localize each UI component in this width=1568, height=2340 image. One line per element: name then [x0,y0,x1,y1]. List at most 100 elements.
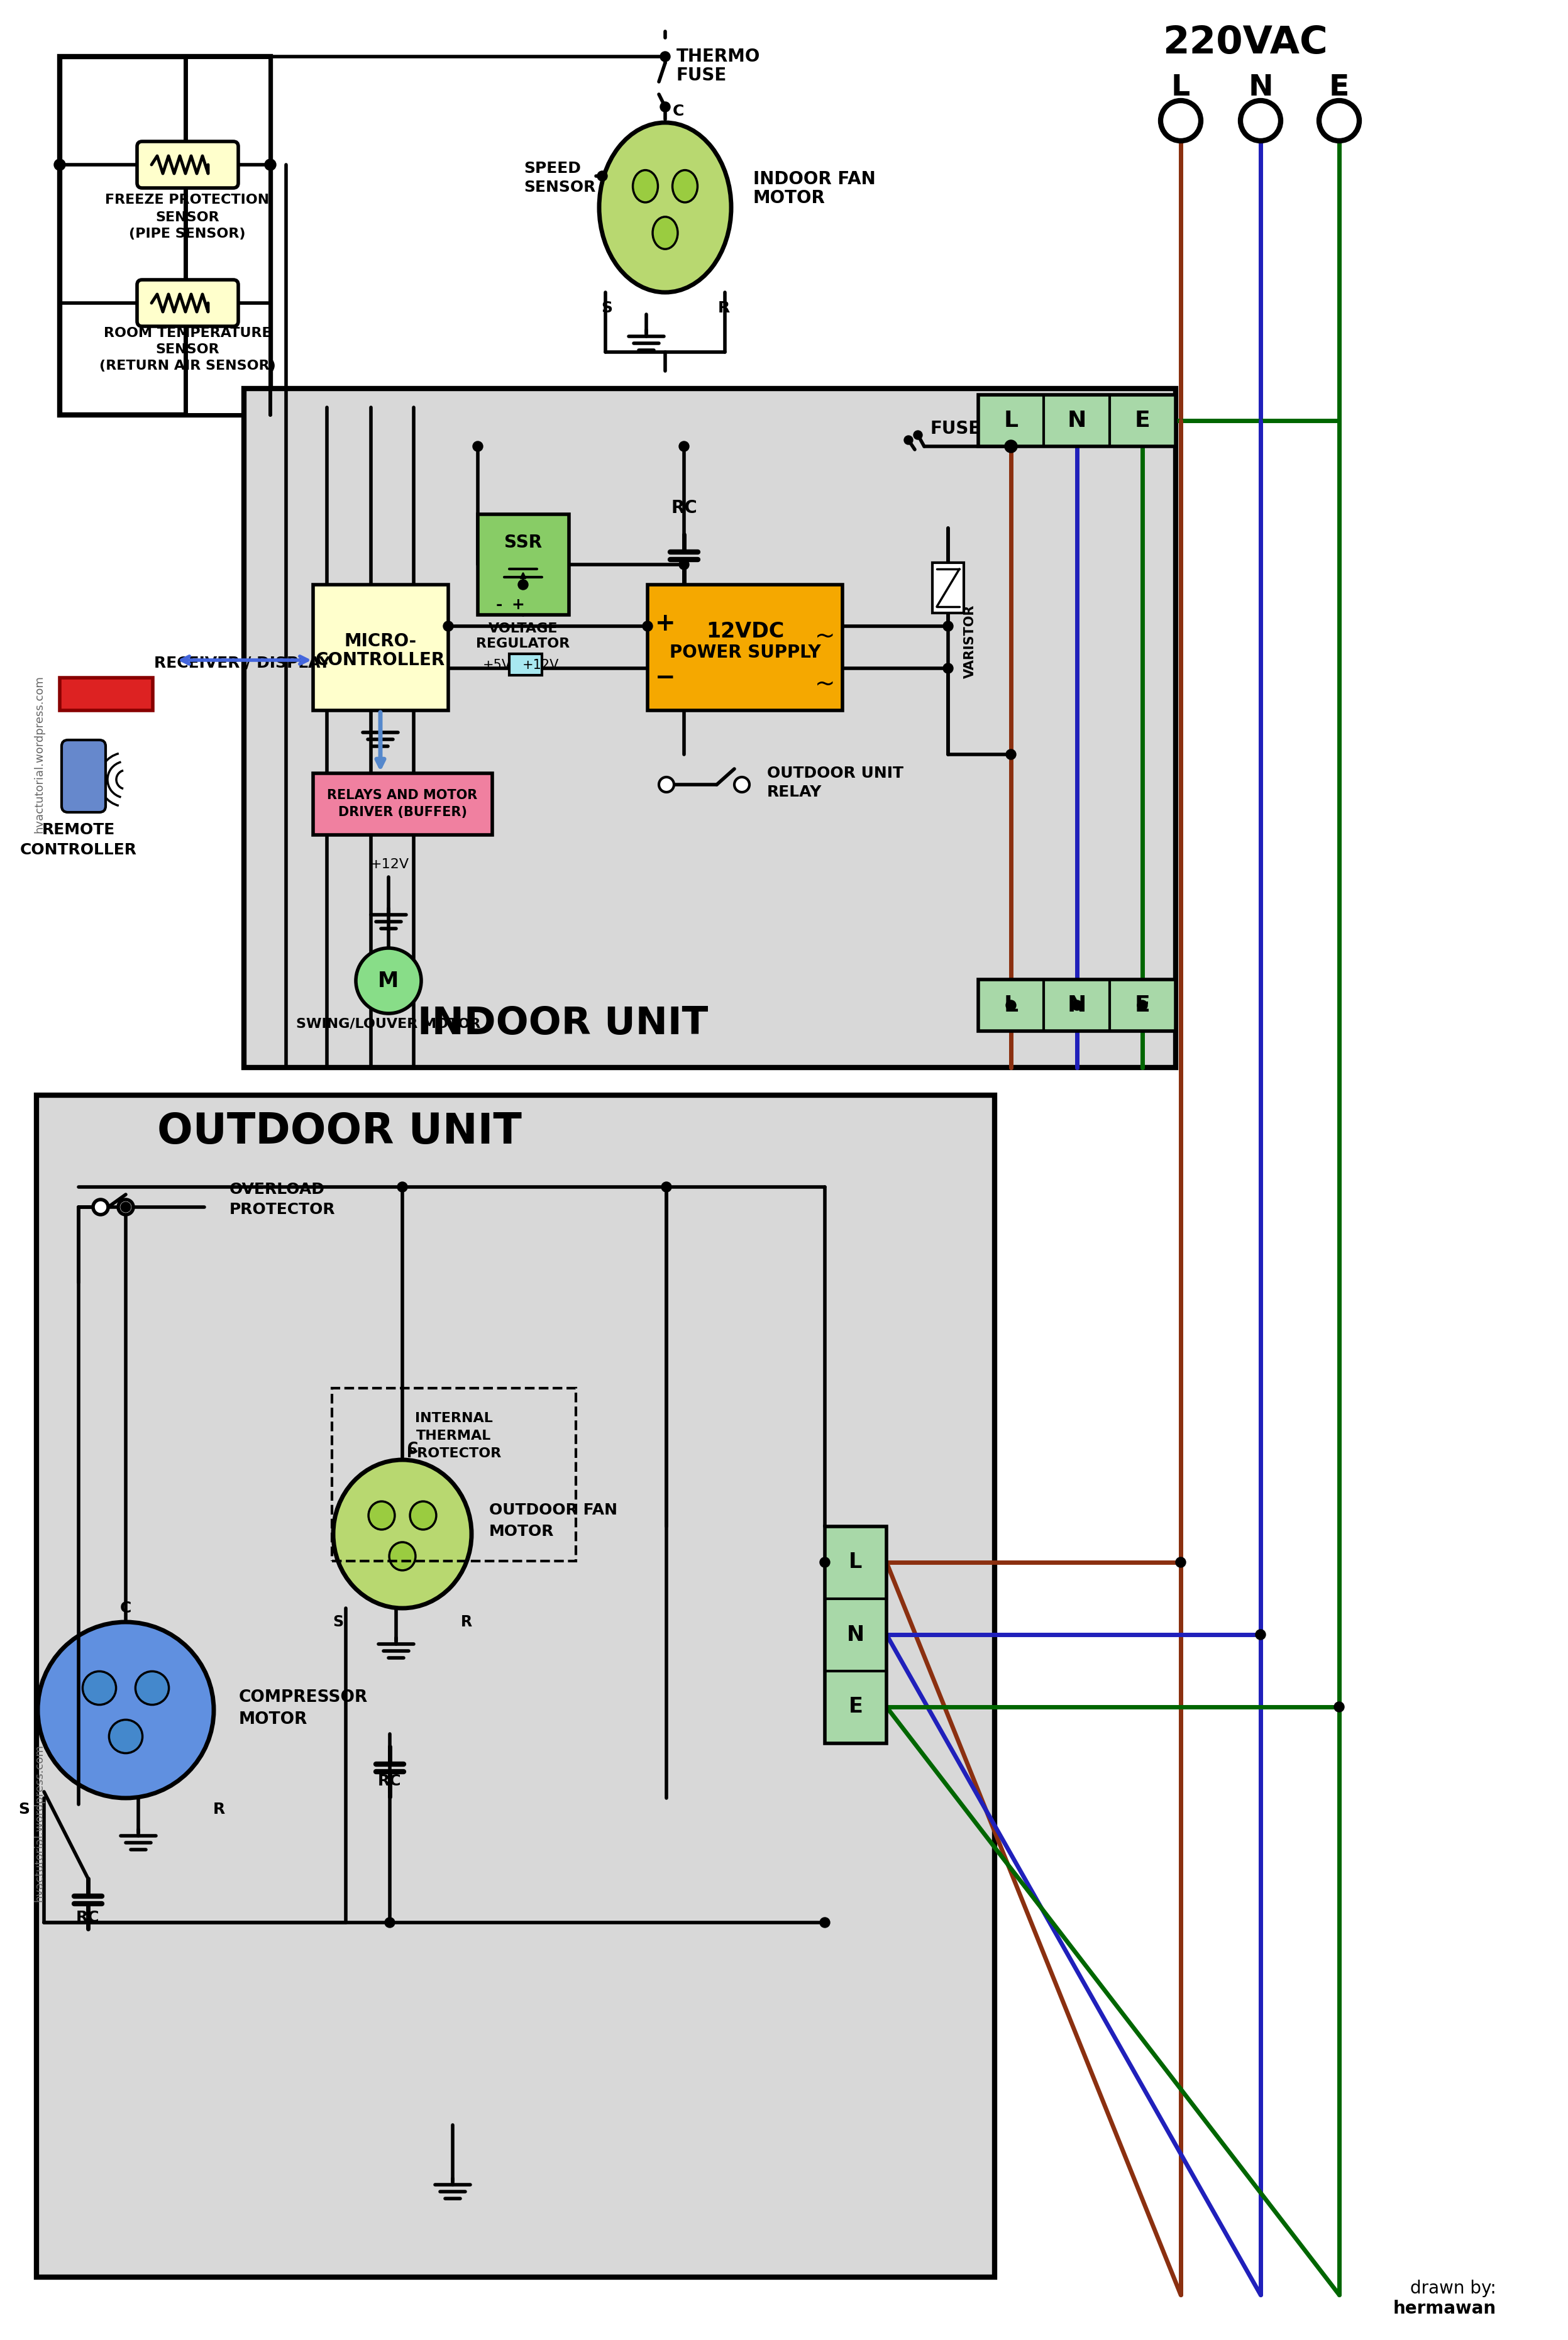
Text: RELAY: RELAY [767,784,822,800]
Text: L: L [1004,409,1018,431]
Text: +12V: +12V [370,859,409,870]
Text: (PIPE SENSOR): (PIPE SENSOR) [129,227,246,241]
Text: S: S [601,300,613,316]
Circle shape [820,1558,829,1568]
Text: CONTROLLER: CONTROLLER [315,651,445,669]
Circle shape [660,103,670,112]
Bar [314,585,448,711]
Ellipse shape [409,1502,436,1530]
Bar [648,585,842,711]
Text: OUTDOOR UNIT: OUTDOOR UNIT [767,765,903,782]
Text: hvactutorial.wordpress.com: hvactutorial.wordpress.com [33,676,44,833]
Bar [36,1095,994,2277]
Bar [510,653,543,676]
Circle shape [679,559,688,569]
Text: OUTDOOR UNIT: OUTDOOR UNIT [157,1111,522,1151]
Text: 220VAC: 220VAC [1162,23,1328,61]
Text: OVERLOAD: OVERLOAD [229,1182,325,1198]
Text: (RETURN AIR SENSOR): (RETURN AIR SENSOR) [99,360,276,372]
Text: L: L [848,1551,862,1572]
Circle shape [1160,101,1201,140]
Text: RC: RC [77,1909,100,1926]
Circle shape [643,620,652,632]
Text: C: C [121,1601,132,1615]
Circle shape [444,620,453,632]
Circle shape [905,435,913,445]
Text: MOTOR: MOTOR [753,190,825,206]
Bar [60,679,152,711]
Circle shape [1334,1701,1344,1713]
Bar [332,1388,575,1561]
Ellipse shape [368,1502,395,1530]
Ellipse shape [673,171,698,201]
Ellipse shape [599,122,731,292]
Text: R: R [461,1615,472,1629]
Circle shape [734,777,750,793]
Bar [825,1526,886,1743]
Text: +12V: +12V [522,660,560,672]
Text: PROTECTOR: PROTECTOR [406,1446,502,1460]
Text: INTERNAL: INTERNAL [416,1411,492,1425]
Text: MOTOR: MOTOR [238,1711,307,1727]
Text: R: R [718,300,729,316]
Bar [978,395,1176,447]
Circle shape [356,948,422,1013]
Text: REGULATOR: REGULATOR [477,636,571,651]
Text: THERMAL: THERMAL [417,1430,491,1441]
Circle shape [1256,1629,1265,1640]
Circle shape [662,1182,671,1191]
Text: RC: RC [378,1774,401,1788]
FancyBboxPatch shape [61,739,105,812]
Text: MICRO-: MICRO- [345,632,417,651]
Text: SPEED: SPEED [524,161,580,176]
Text: N: N [847,1624,864,1645]
Text: E: E [1135,409,1151,431]
Circle shape [1176,1558,1185,1568]
Text: ~: ~ [815,625,836,648]
Circle shape [118,1200,133,1214]
Text: SENSOR: SENSOR [524,180,596,194]
Text: C: C [408,1441,419,1455]
Text: 12VDC: 12VDC [706,622,784,641]
Text: N: N [1068,994,1087,1016]
Text: INDOOR UNIT: INDOOR UNIT [417,1004,709,1041]
Ellipse shape [633,171,659,201]
Ellipse shape [38,1622,213,1797]
Text: L: L [1171,75,1190,103]
Text: THERMO: THERMO [676,47,760,66]
Circle shape [942,662,953,674]
Bar [185,56,270,414]
Text: S: S [19,1802,30,1816]
Text: VOLTAGE: VOLTAGE [488,622,558,634]
Circle shape [93,1200,108,1214]
Circle shape [1240,101,1281,140]
Text: DRIVER (BUFFER): DRIVER (BUFFER) [339,805,467,819]
Circle shape [597,171,607,180]
Text: -: - [495,597,502,613]
Text: S: S [332,1615,343,1629]
Circle shape [1007,999,1016,1011]
Circle shape [384,1916,395,1928]
Text: E: E [848,1696,862,1718]
Text: L: L [1004,994,1018,1016]
Text: −: − [655,667,676,690]
Bar [478,515,569,615]
Text: +: + [655,611,676,636]
Text: REMOTE: REMOTE [42,821,114,838]
Ellipse shape [334,1460,472,1608]
Text: FUSE: FUSE [930,419,982,438]
FancyBboxPatch shape [136,140,238,187]
Text: +5V: +5V [483,660,511,672]
Circle shape [53,159,66,171]
Text: +: + [511,597,525,613]
Text: CONTROLLER: CONTROLLER [20,842,136,856]
Bar [60,56,270,414]
Ellipse shape [83,1671,116,1706]
Bar [933,562,964,613]
Text: E: E [1330,75,1350,103]
Circle shape [1137,999,1148,1011]
Text: MOTOR: MOTOR [489,1523,554,1540]
Circle shape [914,431,922,440]
Text: FREEZE PROTECTION: FREEZE PROTECTION [105,194,270,206]
Circle shape [679,442,688,452]
